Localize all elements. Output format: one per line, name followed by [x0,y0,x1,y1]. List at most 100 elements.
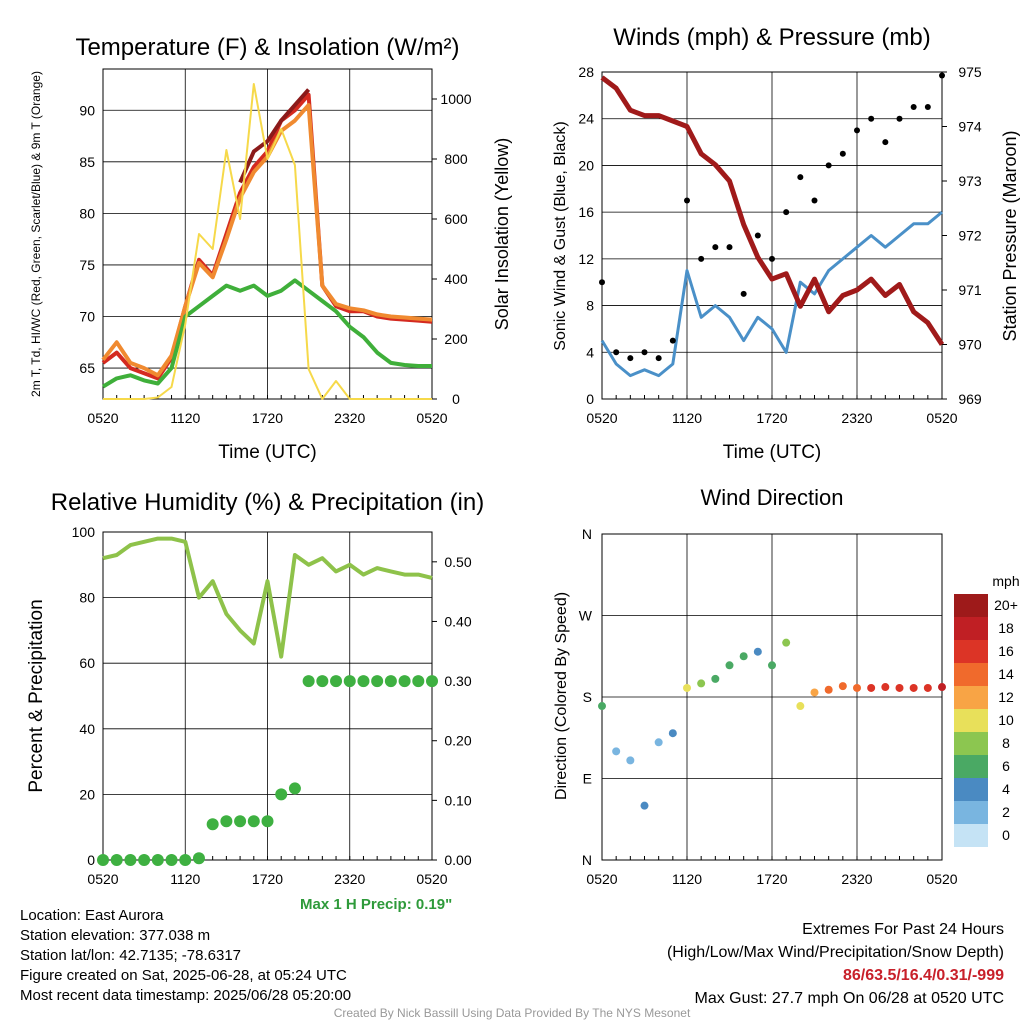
colorbar-swatch-6 [954,732,988,755]
precip-point [412,675,425,688]
colorbar-swatch-8 [954,778,988,801]
direction-point [598,702,606,711]
y-tick-label-0-2: 75 [79,257,95,273]
y2-tick-label-1-5: 974 [958,119,982,135]
x-tick-label-1-1: 1120 [672,410,702,426]
colorbar-label-4: 12 [998,689,1014,705]
y2-tick-label-1-3: 972 [958,228,982,244]
y-tick-label-0-0: 65 [79,360,95,376]
y-tick-label-3-3: W [579,608,593,624]
colorbar-label-10: 0 [1002,827,1010,843]
y2-tick-label-0-5: 1000 [440,91,471,107]
extremes-title: Extremes For Past 24 Hours [802,921,1004,938]
x-tick-label-2-4: 0520 [416,871,447,887]
precip-point [192,852,205,865]
x-tick-label-1-3: 2320 [841,410,872,426]
direction-point [782,638,791,647]
x-tick-label-3-3: 2320 [841,871,872,887]
precip-point [302,675,315,688]
gust-point [882,139,889,146]
chart-title-temperature: Temperature (F) & Insolation (W/m²) [75,34,459,61]
direction-point [612,747,621,756]
gust-point [854,127,860,134]
precip-point [316,675,329,688]
colorbar-swatch-2 [954,640,988,663]
x-axis-label-winds: Time (UTC) [723,442,822,463]
y-tick-label-1-6: 24 [578,111,594,127]
y-tick-label-1-2: 8 [586,298,594,314]
direction-point [881,683,890,692]
precip-point [165,854,178,866]
direction-point [867,683,876,692]
y2-tick-label-0-2: 400 [444,271,468,287]
extremes-subtitle: (High/Low/Max Wind/Precipitation/Snow De… [666,944,1004,961]
y2-tick-label-2-2: 0.20 [444,733,471,749]
y-tick-label-0-1: 70 [79,309,95,325]
colorbar-swatch-0 [954,594,988,617]
direction-point [711,674,720,683]
direction-point [796,702,805,711]
y2-axis-label-insolation: Solar Insolation (Yellow) [492,138,512,330]
direction-point [768,661,776,670]
precip-point [234,815,247,828]
recent-text: Most recent data timestamp: 2025/06/28 0… [20,987,352,1004]
y2-tick-label-0-0: 0 [452,391,460,407]
y-tick-label-1-0: 0 [586,391,594,407]
y-tick-label-2-1: 20 [79,786,95,802]
direction-point [824,685,833,694]
y-tick-label-0-3: 80 [79,205,95,221]
colorbar-label-0: 20+ [994,597,1018,613]
y2-tick-label-2-0: 0.00 [444,852,471,868]
max-gust-text: Max Gust: 27.7 mph On 06/28 at 0520 UTC [694,990,1005,1007]
y2-tick-label-2-1: 0.10 [444,792,471,808]
gust-point [797,174,804,181]
direction-point [697,679,706,688]
x-tick-label-2-0: 0520 [87,871,118,887]
x-tick-label-0-0: 0520 [87,410,118,426]
latlon-text: Station lat/lon: 42.7135; -78.6317 [20,947,242,964]
max-precip-label: Max 1 H Precip: 0.19" [300,896,453,913]
colorbar-label-7: 6 [1002,758,1010,774]
gust-point [599,279,605,286]
y-tick-label-3-2: S [583,689,592,705]
x-tick-label-0-4: 0520 [416,410,447,426]
gust-point [754,232,761,239]
precip-point [247,815,260,828]
y2-tick-label-2-3: 0.30 [444,673,471,689]
colorbar-label-5: 10 [998,712,1014,728]
precip-point [426,675,438,688]
gust-point [839,150,846,157]
created-text: Figure created on Sat, 2025-06-28, at 05… [20,967,347,984]
direction-point [753,647,762,656]
gust-point [740,290,747,297]
y2-tick-label-0-1: 200 [444,331,468,347]
x-tick-label-1-2: 1720 [756,410,787,426]
precip-point [357,675,370,688]
y-tick-label-2-0: 0 [87,852,95,868]
gust-point [641,349,648,356]
gust-point [627,355,634,362]
precip-point [398,675,411,688]
colorbar-unit-label: mph [992,573,1019,589]
wind-series-line-0 [600,210,943,378]
precip-point [206,818,219,831]
gust-point [868,115,875,122]
precip-point [124,854,137,866]
direction-point [853,683,861,692]
y-tick-label-3-0: N [582,852,592,868]
y2-tick-label-1-2: 971 [958,282,982,298]
colorbar-label-1: 18 [998,620,1014,636]
direction-point [626,756,635,765]
gust-point [939,72,945,79]
chart-title-winds: Winds (mph) & Pressure (mb) [613,24,930,51]
x-tick-label-2-3: 2320 [334,871,365,887]
gust-point [825,162,832,169]
precip-point [97,854,109,866]
direction-point [909,683,918,692]
x-tick-label-2-1: 1120 [170,871,200,887]
precip-point [275,788,288,801]
chart-title-wind-direction: Wind Direction [700,485,843,510]
colorbar-label-9: 2 [1002,804,1010,820]
colorbar-swatch-1 [954,617,988,640]
direction-point [938,683,946,692]
